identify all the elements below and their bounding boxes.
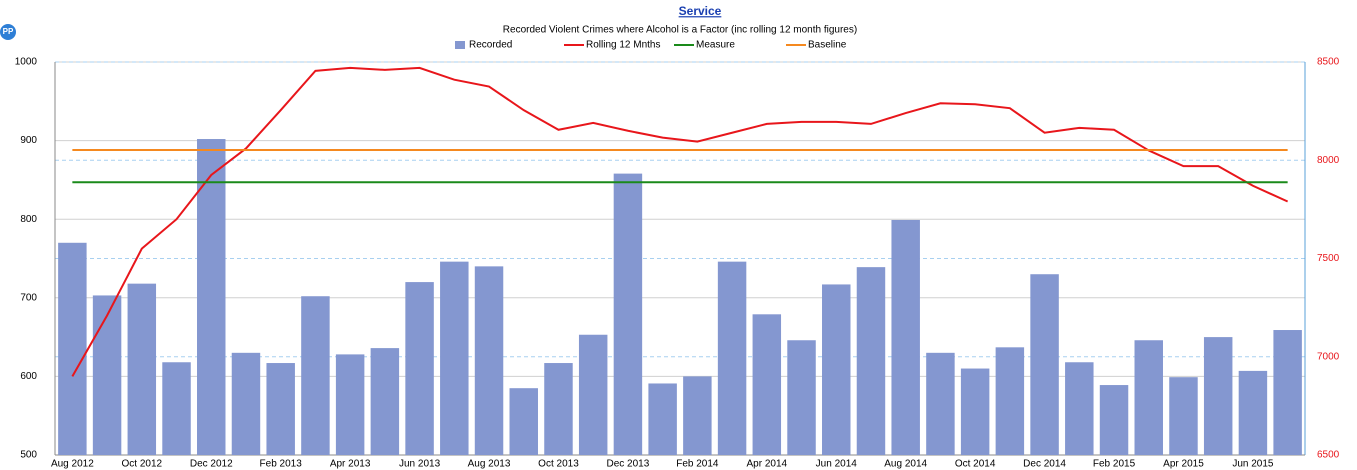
y-tick-label: 500 xyxy=(20,450,37,461)
x-tick-label: Dec 2013 xyxy=(607,459,650,470)
x-tick-label: Apr 2015 xyxy=(1163,459,1204,470)
x-tick-label: Apr 2014 xyxy=(747,459,788,470)
bar xyxy=(995,347,1025,455)
bar xyxy=(1273,330,1302,455)
bar xyxy=(926,352,955,455)
bar xyxy=(440,261,469,455)
x-tick-label: Aug 2013 xyxy=(468,459,511,470)
y-tick-label: 1000 xyxy=(15,57,38,68)
bar xyxy=(752,314,782,455)
legend-label: Measure xyxy=(696,40,735,51)
bar xyxy=(1169,377,1198,455)
y-tick-label: 800 xyxy=(20,214,37,225)
bar xyxy=(648,383,677,455)
bar xyxy=(1065,362,1094,455)
x-tick-label: Oct 2013 xyxy=(538,459,579,470)
bar xyxy=(891,219,920,455)
bar xyxy=(544,363,573,455)
logo xyxy=(0,24,16,40)
y2-tick-label: 7500 xyxy=(1317,253,1340,264)
bar xyxy=(822,284,851,455)
bar xyxy=(92,295,122,455)
y2-tick-label: 7000 xyxy=(1317,351,1340,362)
bar xyxy=(578,334,608,455)
x-tick-label: Apr 2013 xyxy=(330,459,371,470)
x-tick-label: Aug 2012 xyxy=(51,459,94,470)
bar xyxy=(1030,274,1059,455)
bar xyxy=(1203,337,1233,455)
legend-label: Recorded xyxy=(469,40,512,51)
x-tick-label: Jun 2014 xyxy=(816,459,858,470)
bar xyxy=(509,388,538,455)
bar xyxy=(162,362,191,455)
x-tick-label: Feb 2015 xyxy=(1093,459,1136,470)
chart-title[interactable]: Service xyxy=(679,4,722,18)
x-tick-label: Feb 2014 xyxy=(676,459,719,470)
x-tick-label: Feb 2013 xyxy=(260,459,303,470)
bar xyxy=(474,266,504,455)
chart-subtitle: Recorded Violent Crimes where Alcohol is… xyxy=(503,25,857,36)
bar xyxy=(197,139,226,455)
legend-swatch xyxy=(455,41,465,49)
bar xyxy=(231,352,261,455)
x-tick-label: Jun 2013 xyxy=(399,459,441,470)
bar xyxy=(405,282,434,455)
bar xyxy=(856,267,886,455)
bar xyxy=(683,376,712,455)
logo-text: PP xyxy=(3,27,14,36)
bar xyxy=(335,354,365,455)
y2-tick-label: 8500 xyxy=(1317,57,1340,68)
x-tick-label: Oct 2014 xyxy=(955,459,996,470)
x-tick-label: Oct 2012 xyxy=(122,459,163,470)
bar xyxy=(1238,370,1268,455)
y-tick-label: 600 xyxy=(20,371,37,382)
x-tick-label: Dec 2014 xyxy=(1023,459,1066,470)
legend-label: Rolling 12 Mnths xyxy=(586,40,660,51)
y-tick-label: 700 xyxy=(20,292,37,303)
bar xyxy=(266,363,295,455)
x-tick-label: Dec 2012 xyxy=(190,459,233,470)
x-tick-label: Aug 2014 xyxy=(884,459,927,470)
bar xyxy=(960,368,990,455)
line-series xyxy=(71,66,1289,377)
bar xyxy=(370,348,400,455)
bar xyxy=(613,173,643,455)
x-tick-label: Jun 2015 xyxy=(1232,459,1274,470)
bar xyxy=(301,296,330,455)
y-tick-label: 900 xyxy=(20,135,37,146)
bar xyxy=(1099,385,1129,455)
y2-tick-label: 8000 xyxy=(1317,155,1340,166)
bar xyxy=(717,261,747,455)
legend-label: Baseline xyxy=(808,40,847,51)
y2-tick-label: 6500 xyxy=(1317,450,1340,461)
bar xyxy=(127,283,157,455)
bar xyxy=(1134,340,1163,455)
bar xyxy=(58,242,87,455)
bar xyxy=(787,340,816,455)
